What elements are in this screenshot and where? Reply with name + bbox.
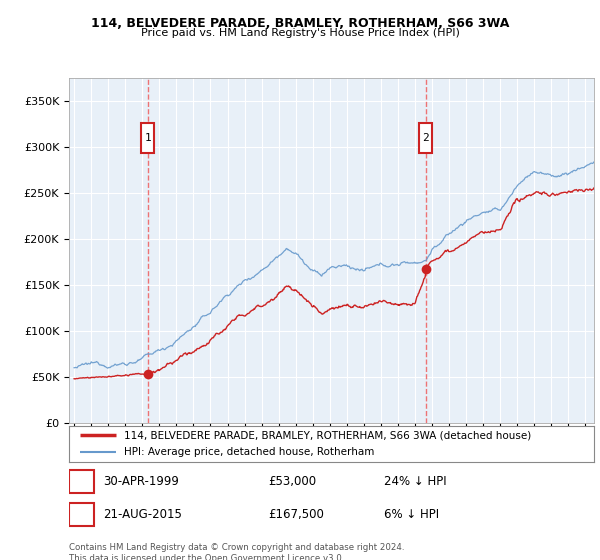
Text: HPI: Average price, detached house, Rotherham: HPI: Average price, detached house, Roth… [124, 447, 374, 457]
Bar [419, 123, 433, 153]
Bar [69, 470, 94, 493]
Text: 30-APR-1999: 30-APR-1999 [103, 475, 179, 488]
Text: 114, BELVEDERE PARADE, BRAMLEY, ROTHERHAM, S66 3WA: 114, BELVEDERE PARADE, BRAMLEY, ROTHERHA… [91, 17, 509, 30]
Text: 2: 2 [78, 510, 85, 520]
Text: Price paid vs. HM Land Registry's House Price Index (HPI): Price paid vs. HM Land Registry's House … [140, 28, 460, 38]
Text: 114, BELVEDERE PARADE, BRAMLEY, ROTHERHAM, S66 3WA (detached house): 114, BELVEDERE PARADE, BRAMLEY, ROTHERHA… [124, 431, 532, 440]
Text: 2: 2 [422, 133, 430, 143]
Text: 21-AUG-2015: 21-AUG-2015 [103, 508, 182, 521]
Text: 1: 1 [145, 133, 151, 143]
Text: £167,500: £167,500 [269, 508, 325, 521]
Text: Contains HM Land Registry data © Crown copyright and database right 2024.
This d: Contains HM Land Registry data © Crown c… [69, 543, 404, 560]
Text: 6% ↓ HPI: 6% ↓ HPI [384, 508, 439, 521]
Text: 1: 1 [78, 477, 85, 487]
Text: 24% ↓ HPI: 24% ↓ HPI [384, 475, 446, 488]
Bar [142, 123, 154, 153]
Text: £53,000: £53,000 [269, 475, 317, 488]
Bar [69, 503, 94, 526]
